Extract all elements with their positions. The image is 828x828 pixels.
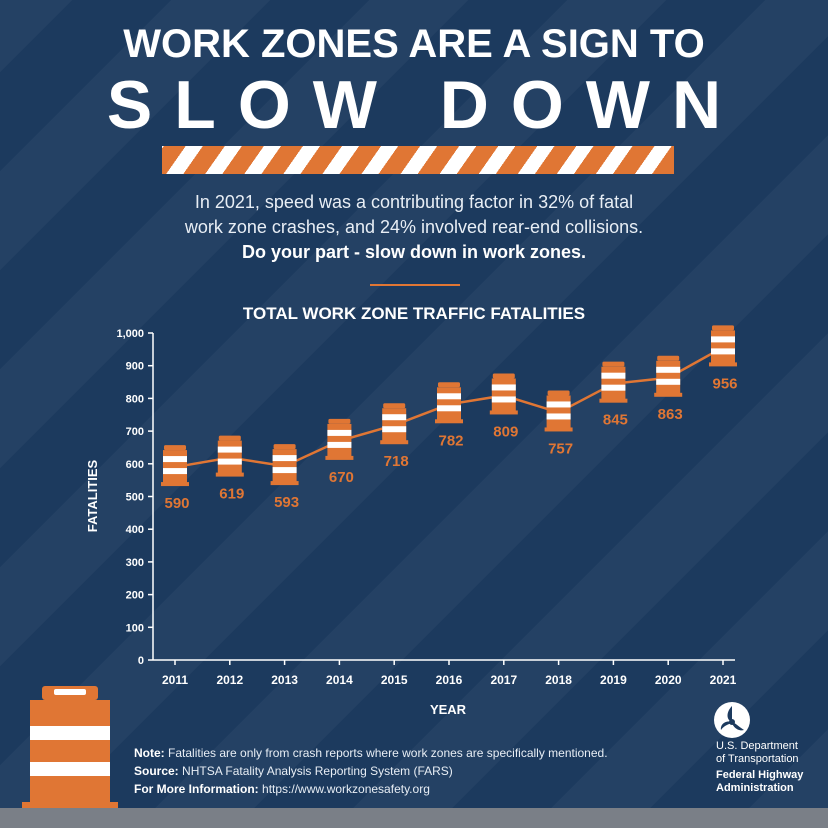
x-tick-label: 2020 xyxy=(655,673,682,687)
data-label: 718 xyxy=(384,453,409,470)
info-label: For More Information: xyxy=(134,782,259,796)
intro-text: In 2021, speed was a contributing factor… xyxy=(0,190,828,265)
x-axis-label: YEAR xyxy=(430,702,467,717)
y-tick-label: 900 xyxy=(126,361,144,373)
data-label: 782 xyxy=(438,432,463,449)
intro-line-3: Do your part - slow down in work zones. xyxy=(241,242,587,262)
data-point-barrel xyxy=(435,382,463,424)
x-tick-label: 2013 xyxy=(271,673,298,687)
dot-agency-text: U.S. Department of Transportation Federa… xyxy=(716,740,803,795)
data-point-barrel xyxy=(215,435,244,477)
data-point-barrel xyxy=(270,444,299,486)
intro-line-1: In 2021, speed was a contributing factor… xyxy=(194,192,634,212)
y-tick-label: 800 xyxy=(126,393,144,405)
note-label: Note: xyxy=(134,746,165,760)
footer-notes: Note: Fatalities are only from crash rep… xyxy=(134,744,608,798)
data-point-barrel xyxy=(544,390,573,432)
traffic-barrel-icon xyxy=(22,686,118,814)
fhwa-line-2: Administration xyxy=(716,782,794,794)
data-label: 619 xyxy=(219,486,244,503)
y-tick-label: 300 xyxy=(126,557,144,569)
data-point-barrel xyxy=(654,355,683,397)
separator-line xyxy=(370,284,460,286)
x-tick-label: 2018 xyxy=(545,673,572,687)
x-tick-label: 2012 xyxy=(216,673,243,687)
data-point-barrel xyxy=(161,445,189,487)
dot-line-1: U.S. Department xyxy=(716,740,798,752)
source-label: Source: xyxy=(134,764,179,778)
y-tick-label: 400 xyxy=(126,524,144,536)
dot-line-2: of Transportation xyxy=(716,753,799,765)
data-label: 845 xyxy=(603,412,628,429)
source-text: NHTSA Fatality Analysis Reporting System… xyxy=(182,764,453,778)
x-tick-label: 2016 xyxy=(436,673,463,687)
data-point-barrel xyxy=(325,418,354,460)
source-line: Source: NHTSA Fatality Analysis Reportin… xyxy=(134,762,608,780)
chart-svg: 0 100 200 300 400 500 600 700 800 900 1,000 2011 201… xyxy=(85,325,738,717)
dot-logo-icon xyxy=(714,702,750,738)
chart-title: TOTAL WORK ZONE TRAFFIC FATALITIES xyxy=(242,304,586,323)
bottom-bar xyxy=(0,808,828,828)
title-line-2: SLOW DOWN xyxy=(106,67,744,143)
y-axis-label: FATALITIES xyxy=(85,459,100,532)
info-line: For More Information: https://www.workzo… xyxy=(134,780,608,798)
data-label: 809 xyxy=(493,423,518,440)
x-tick-label: 2015 xyxy=(381,673,408,687)
y-tick-label: 1,000 xyxy=(116,328,144,340)
fhwa-line-1: Federal Highway xyxy=(716,769,804,781)
data-label: 956 xyxy=(712,375,737,392)
y-tick-label: 700 xyxy=(126,426,144,438)
data-point-barrel xyxy=(380,403,409,445)
data-label: 590 xyxy=(164,495,189,512)
data-point-barrel xyxy=(709,325,737,367)
note-line: Note: Fatalities are only from crash rep… xyxy=(134,744,608,762)
intro-line-2: work zone crashes, and 24% involved rear… xyxy=(184,217,644,237)
x-tick-label: 2019 xyxy=(600,673,627,687)
data-label: 863 xyxy=(658,406,683,423)
x-tick-label: 2017 xyxy=(490,673,517,687)
note-text: Fatalities are only from crash reports w… xyxy=(168,746,608,760)
y-tick-label: 600 xyxy=(126,459,144,471)
data-label: 593 xyxy=(274,494,299,511)
barrier-stripe-graphic xyxy=(162,146,674,174)
x-tick-label: 2011 xyxy=(162,673,188,687)
x-tick-label: 2014 xyxy=(326,673,353,687)
data-point-barrel xyxy=(489,373,518,415)
data-label: 670 xyxy=(329,469,354,486)
data-label: 757 xyxy=(548,440,573,457)
title-line-1: WORK ZONES ARE A SIGN TO xyxy=(123,22,705,66)
y-tick-label: 200 xyxy=(126,590,144,602)
data-point-barrel xyxy=(599,361,628,403)
y-tick-label: 100 xyxy=(126,622,144,634)
y-tick-label: 0 xyxy=(138,655,144,667)
y-tick-label: 500 xyxy=(126,492,144,504)
x-tick-label: 2021 xyxy=(710,673,737,687)
info-link[interactable]: https://www.workzonesafety.org xyxy=(262,782,430,796)
